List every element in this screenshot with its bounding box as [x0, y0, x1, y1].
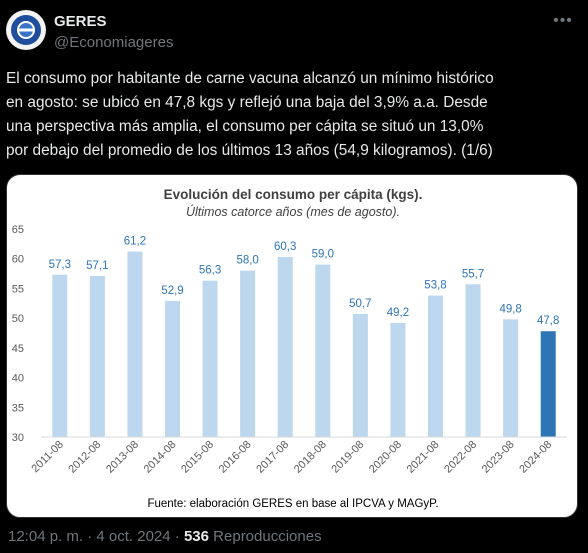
y-tick-label: 55: [12, 283, 24, 295]
bar: [503, 319, 519, 437]
geres-logo-icon: [7, 11, 45, 49]
avatar[interactable]: [6, 10, 46, 50]
bar-value-label: 55,7: [462, 268, 484, 280]
x-tick-label: 2011-08: [29, 439, 65, 475]
bar: [89, 275, 105, 437]
author-name[interactable]: GERES: [54, 13, 107, 30]
x-tick-label: 2018-08: [292, 439, 329, 476]
y-tick-label: 30: [12, 432, 24, 444]
y-tick-label: 50: [12, 313, 24, 325]
y-tick-label: 65: [12, 224, 24, 236]
bar: [315, 264, 331, 437]
tweet-header: GERES @Economiageres •••: [0, 0, 588, 62]
x-tick-label: 2017-08: [254, 439, 291, 476]
tweet-time[interactable]: 12:04 p. m.: [8, 528, 84, 545]
y-tick-label: 45: [12, 343, 24, 355]
chart-subtitle: Últimos catorce años (mes de agosto).: [186, 204, 400, 219]
x-tick-label: 2012-08: [66, 439, 103, 476]
bar-chart: Evolución del consumo per cápita (kgs). …: [12, 187, 567, 510]
separator: ·: [87, 528, 93, 545]
bar: [390, 322, 406, 437]
x-tick-label: 2015-08: [179, 439, 216, 476]
y-axis: 30 35 40 45 50 55 60 65: [12, 224, 24, 444]
x-tick-label: 2016-08: [217, 439, 254, 476]
views-count: 536: [183, 528, 209, 545]
bar-value-label: 50,7: [349, 298, 371, 310]
x-tick-label: 2013-08: [104, 439, 141, 476]
author-handle[interactable]: @Economiageres: [54, 34, 174, 51]
x-tick-label: 2024-08: [517, 439, 554, 476]
bar: [540, 331, 556, 437]
bar: [240, 270, 256, 437]
x-tick-label: 2014-08: [142, 439, 179, 476]
chart-source: Fuente: elaboración GERES en base al IPC…: [147, 498, 438, 510]
y-tick-label: 40: [12, 373, 24, 385]
bar-value-label: 49,2: [387, 307, 409, 319]
ellipsis-icon[interactable]: •••: [553, 12, 573, 29]
bar-value-label: 60,3: [274, 241, 296, 253]
x-tick-label: 2022-08: [442, 439, 479, 476]
tweet-date[interactable]: 4 oct. 2024: [96, 528, 171, 545]
separator: ·: [174, 528, 180, 545]
bar-value-label: 52,9: [161, 285, 183, 297]
bar: [277, 256, 293, 437]
bar-value-label: 57,3: [49, 259, 71, 271]
bar-value-label: 59,0: [312, 249, 334, 261]
bar-value-label: 47,8: [537, 315, 559, 327]
chart-image[interactable]: Evolución del consumo per cápita (kgs). …: [6, 174, 578, 518]
bar: [165, 300, 180, 437]
bar-value-label: 53,8: [424, 280, 446, 292]
bar-value-label: 57,1: [86, 260, 108, 272]
bars-group: 57,3 57,1 61,2 52,9 56,3 58,0 60,3 59,0 50,7 49,2…: [49, 236, 559, 437]
bar: [465, 284, 481, 437]
bar: [127, 251, 143, 437]
bar-value-label: 49,8: [499, 303, 521, 315]
y-tick-label: 35: [12, 402, 24, 414]
x-tick-label: 2019-08: [329, 439, 366, 476]
bar: [428, 295, 443, 437]
bar: [352, 313, 368, 437]
x-tick-label: 2021-08: [405, 439, 442, 476]
x-axis: 2011-08 2012-08 2013-08 2014-08 2015-08 2016-…: [29, 436, 567, 476]
y-tick-label: 60: [12, 254, 24, 266]
x-tick-label: 2020-08: [367, 439, 404, 476]
x-tick-label: 2023-08: [480, 439, 517, 476]
chart-title: Evolución del consumo per cápita (kgs).: [164, 187, 423, 202]
bar-value-label: 58,0: [236, 255, 258, 267]
bar: [52, 274, 68, 437]
tweet-footer: 12:04 p. m. · 4 oct. 2024 · 536 Reproduc…: [8, 528, 322, 545]
bar: [202, 280, 218, 437]
views-label: Reproducciones: [213, 528, 322, 545]
tweet-text: El consumo por habitante de carne vacuna…: [6, 70, 494, 159]
bar-value-label: 56,3: [199, 265, 221, 277]
bar-value-label: 61,2: [124, 236, 146, 248]
